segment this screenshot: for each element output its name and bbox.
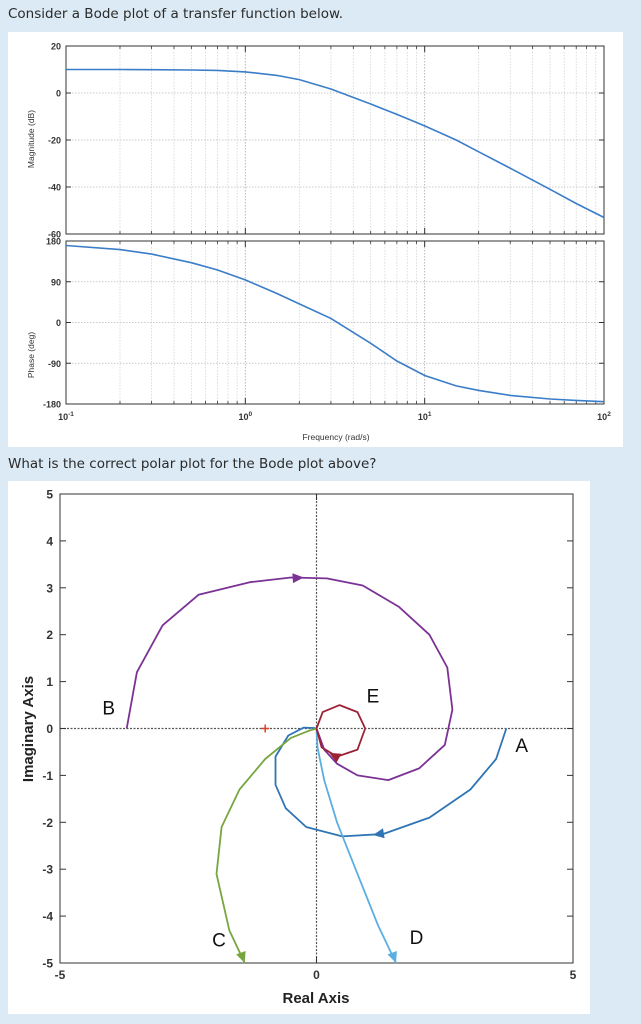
question-text-2: What is the correct polar plot for the B… bbox=[8, 456, 377, 472]
y-tick-label: 20 bbox=[51, 42, 61, 52]
y-tick-label: 90 bbox=[51, 277, 61, 287]
plot-frame bbox=[65, 240, 605, 405]
magnitude-curve bbox=[66, 68, 605, 219]
phase-curve bbox=[65, 244, 605, 403]
y-tick-label: 3 bbox=[46, 581, 53, 595]
polar-axes: 5 4 3 2 1 0 -1 -2 -3 -4 -5-5 0 5 bbox=[42, 488, 576, 983]
y-tick-label: 0 bbox=[56, 89, 61, 99]
plot-frame bbox=[59, 493, 574, 964]
bode-plot: 20 0 -20 -40 -60 180 90 0 -90 -180 10-1 100 101 102 … bbox=[8, 32, 623, 447]
arrow-d bbox=[387, 951, 397, 963]
curve-label-a: A bbox=[515, 736, 528, 757]
curve-label-c: C bbox=[212, 931, 226, 952]
x-tick-label: 10-1 bbox=[58, 411, 74, 422]
y-tick-label: 0 bbox=[56, 318, 61, 328]
y-tick-label: -3 bbox=[42, 863, 53, 877]
real-axis-label: Real Axis bbox=[283, 990, 350, 1007]
y-tick-label: 2 bbox=[46, 628, 53, 642]
curve-label-d: D bbox=[410, 928, 424, 949]
imaginary-axis-label: Imaginary Axis bbox=[20, 676, 37, 782]
y-tick-label: 0 bbox=[46, 722, 53, 736]
phase-axis-label: Phase (deg) bbox=[26, 332, 36, 378]
curve-b bbox=[125, 576, 454, 782]
curve-label-b: B bbox=[102, 698, 115, 719]
magnitude-axis-label: Magnitude (dB) bbox=[26, 110, 36, 168]
y-tick-label: 5 bbox=[46, 488, 53, 502]
y-tick-label: -2 bbox=[42, 816, 53, 830]
x-tick-label: 100 bbox=[239, 411, 253, 422]
x-tick-label: 0 bbox=[313, 968, 320, 982]
y-tick-label: -60 bbox=[48, 230, 61, 240]
arrow-e bbox=[329, 752, 342, 763]
y-tick-label: 4 bbox=[46, 534, 53, 548]
magnitude-panel: 20 0 -20 -40 -60 bbox=[48, 42, 605, 240]
x-tick-label: 5 bbox=[570, 968, 577, 982]
y-tick-label: -90 bbox=[48, 359, 61, 369]
y-tick-label: -20 bbox=[48, 136, 61, 146]
curve-a bbox=[274, 726, 508, 838]
curve-c bbox=[215, 727, 317, 964]
x-tick-label: 102 bbox=[597, 411, 611, 422]
y-tick-label: -4 bbox=[42, 910, 53, 924]
polar-plot: 5 4 3 2 1 0 -1 -2 -3 -4 -5 -5 0 5 A B C D E Real Axis Ima… bbox=[8, 481, 590, 1014]
arrow-a bbox=[372, 828, 385, 839]
y-tick-label: 1 bbox=[46, 675, 53, 689]
arrow-b bbox=[292, 573, 304, 584]
curve-label-e: E bbox=[367, 687, 380, 708]
y-tick-label: -1 bbox=[42, 769, 53, 783]
polar-curves: A B C D E bbox=[102, 573, 528, 964]
curve-d bbox=[315, 728, 397, 964]
frequency-axis-label: Frequency (rad/s) bbox=[302, 432, 369, 442]
curve-e bbox=[315, 704, 367, 758]
y-tick-label: -5 bbox=[42, 957, 53, 971]
x-tick-label: -5 bbox=[55, 968, 66, 982]
arrow-c bbox=[236, 951, 246, 963]
y-tick-label: -40 bbox=[48, 183, 61, 193]
y-tick-label: -180 bbox=[43, 400, 61, 410]
plot-frame bbox=[65, 45, 605, 235]
x-tick-label: 101 bbox=[418, 411, 432, 422]
question-text-1: Consider a Bode plot of a transfer funct… bbox=[8, 6, 344, 22]
y-tick-label: 180 bbox=[46, 237, 61, 247]
